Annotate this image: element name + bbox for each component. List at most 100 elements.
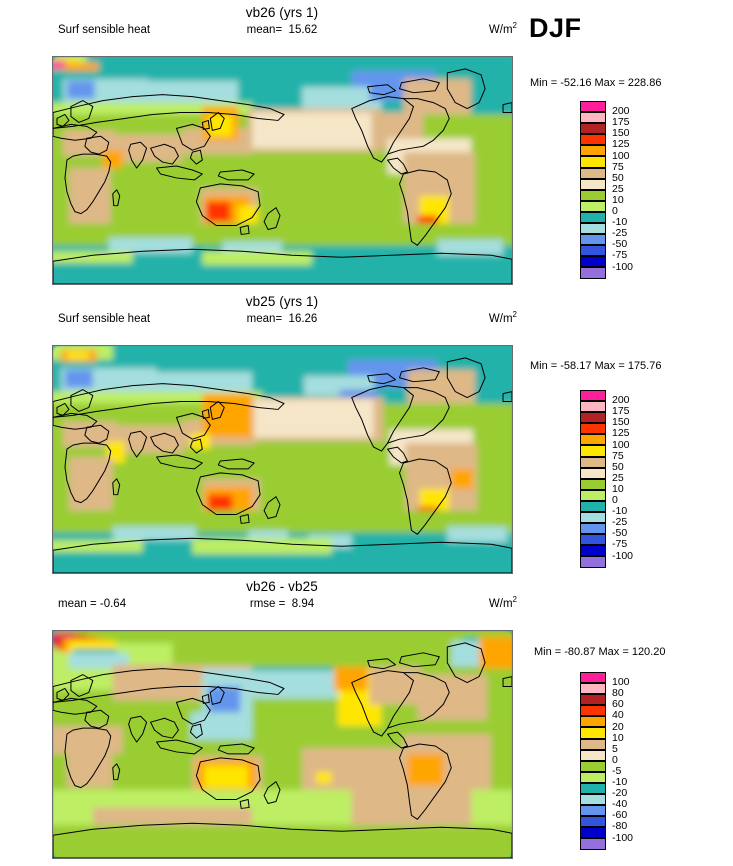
panel-statistic: mean= 16.26 (47, 310, 517, 328)
units-label: W/m2 (488, 21, 517, 36)
colorbar-chip (580, 189, 606, 201)
colorbar-chip (580, 211, 606, 224)
colorbar-chip (580, 556, 606, 568)
map-panel-difference: vb26 - vb25 mean = -0.64 rmse = 8.94 W/m… (0, 574, 525, 859)
colorbar-tick-label: -10 (612, 776, 628, 789)
colorbar-row: -75 (580, 534, 627, 550)
world-map-vb26[interactable] (52, 56, 513, 285)
colorbar-row (580, 556, 606, 568)
colorbar-tick-label: 0 (612, 753, 618, 766)
colorbar-chip (580, 412, 606, 424)
data-field-layer (53, 631, 512, 858)
colorbar-chip (580, 401, 606, 413)
colorbar-tick-label: 10 (612, 193, 624, 206)
minmax-readout: Min = -80.87 Max = 120.20 (534, 646, 666, 658)
panel-subrow: Surf sensible heat mean= 15.62 W/m2 (47, 21, 517, 39)
map-panel-vb25: vb25 (yrs 1) Surf sensible heat mean= 16… (0, 289, 525, 574)
colorbar-row: 25 (580, 178, 624, 194)
coastline-layer (53, 642, 512, 858)
world-map-vb25[interactable] (52, 345, 513, 574)
colorbar-tick-label: -10 (612, 505, 628, 518)
stat-label: rmse = (249, 598, 286, 610)
panel-title: vb26 - vb25 (246, 579, 318, 594)
colorbar-row: 50 (580, 167, 624, 183)
colorbar-chip (580, 827, 606, 839)
colorbar-chip (580, 200, 606, 212)
colorbar-tick-label: -60 (612, 809, 628, 822)
map-panel-vb26: vb26 (yrs 1) Surf sensible heat mean= 15… (0, 0, 525, 285)
colorbar-tick-label: 125 (612, 138, 630, 151)
colorbar-row: 175 (580, 112, 630, 128)
colorbar-tick-label: 10 (612, 482, 624, 495)
variable-label: Surf sensible heat (58, 24, 151, 36)
colorbar-row: -10 (580, 771, 627, 788)
colorbar-chip (580, 390, 606, 402)
colorbar-absolute[interactable]: 200 175 150 125 100 75 50 25 10 0 -10 -25 -50 -75 -100 (580, 101, 730, 279)
colorbar-chip (580, 234, 606, 246)
colorbar-chip (580, 816, 606, 828)
colorbar-tick-label: -100 (612, 260, 634, 273)
colorbar-row: 10 (580, 727, 624, 743)
colorbar-tick-label: 175 (612, 405, 630, 418)
colorbar-row: 80 (580, 683, 624, 699)
data-field-layer (53, 346, 512, 573)
colorbar-row (580, 838, 606, 850)
season-label: DJF (529, 13, 582, 43)
map-svg (53, 57, 512, 284)
colorbar-row: 0 (580, 489, 618, 506)
colorbar-chip (580, 123, 606, 135)
colorbar-row: 5 (580, 738, 618, 754)
colorbar-row: 0 (580, 200, 618, 217)
colorbar-tick-label: -40 (612, 798, 628, 811)
colorbar-tick-label: -25 (612, 227, 628, 240)
colorbar-chip (580, 727, 606, 739)
colorbar-row: -60 (580, 805, 627, 821)
colorbar-chip (580, 223, 606, 235)
colorbar-chip (580, 245, 606, 257)
colorbar-row: 10 (580, 478, 624, 494)
colorbar-tick-label: 150 (612, 416, 630, 429)
colorbar-chip (580, 771, 606, 783)
colorbar-tick-label: 5 (612, 742, 618, 755)
colorbar-difference[interactable]: 100 80 60 40 20 10 5 0 -5 -10 -20 -40 -60 -80 -100 (580, 672, 730, 850)
colorbar-row: 20 (580, 716, 624, 732)
colorbar-row: -40 (580, 794, 627, 810)
colorbar-row: -25 (580, 223, 627, 239)
colorbar-chip (580, 267, 606, 279)
colorbar-row: 0 (580, 749, 618, 765)
colorbar-tick-label: -75 (612, 538, 628, 551)
world-map-difference[interactable] (52, 630, 513, 859)
variable-label: Surf sensible heat (58, 313, 151, 325)
colorbar-tick-label: -100 (612, 549, 634, 562)
colorbar-chip (580, 478, 606, 490)
stat-value: 8.94 (291, 598, 315, 610)
colorbar-row (580, 267, 606, 279)
colorbar-chip (580, 467, 606, 479)
colorbar-chip (580, 760, 606, 772)
colorbar-chip (580, 178, 606, 190)
colorbar-chip (580, 456, 606, 468)
colorbar-chip (580, 738, 606, 750)
colorbar-row: -75 (580, 245, 627, 261)
colorbar-tick-label: -50 (612, 238, 628, 251)
colorbar-row: 150 (580, 412, 630, 428)
colorbar-chip (580, 705, 606, 717)
colorbar-chip (580, 256, 606, 268)
colorbar-row: -10 (580, 500, 627, 517)
colorbar-tick-label: 75 (612, 160, 624, 173)
colorbar-tick-label: 100 (612, 676, 630, 689)
colorbar-chip (580, 805, 606, 817)
colorbar-row: -50 (580, 234, 627, 250)
colorbar-row: 175 (580, 401, 630, 417)
colorbar-chip (580, 434, 606, 446)
colorbar-absolute[interactable]: 200 175 150 125 100 75 50 25 10 0 -10 -25 -50 -75 -100 (580, 390, 730, 568)
colorbar-chip (580, 112, 606, 124)
panel-subrow: Surf sensible heat mean= 16.26 W/m2 (47, 310, 517, 328)
colorbar-tick-label: 50 (612, 171, 624, 184)
colorbar-chip (580, 500, 606, 513)
colorbar-row: -5 (580, 760, 621, 776)
colorbar-row: -25 (580, 512, 627, 528)
colorbar-row: 25 (580, 467, 624, 483)
colorbar-tick-label: 60 (612, 698, 624, 711)
coastline-layer (53, 357, 512, 573)
